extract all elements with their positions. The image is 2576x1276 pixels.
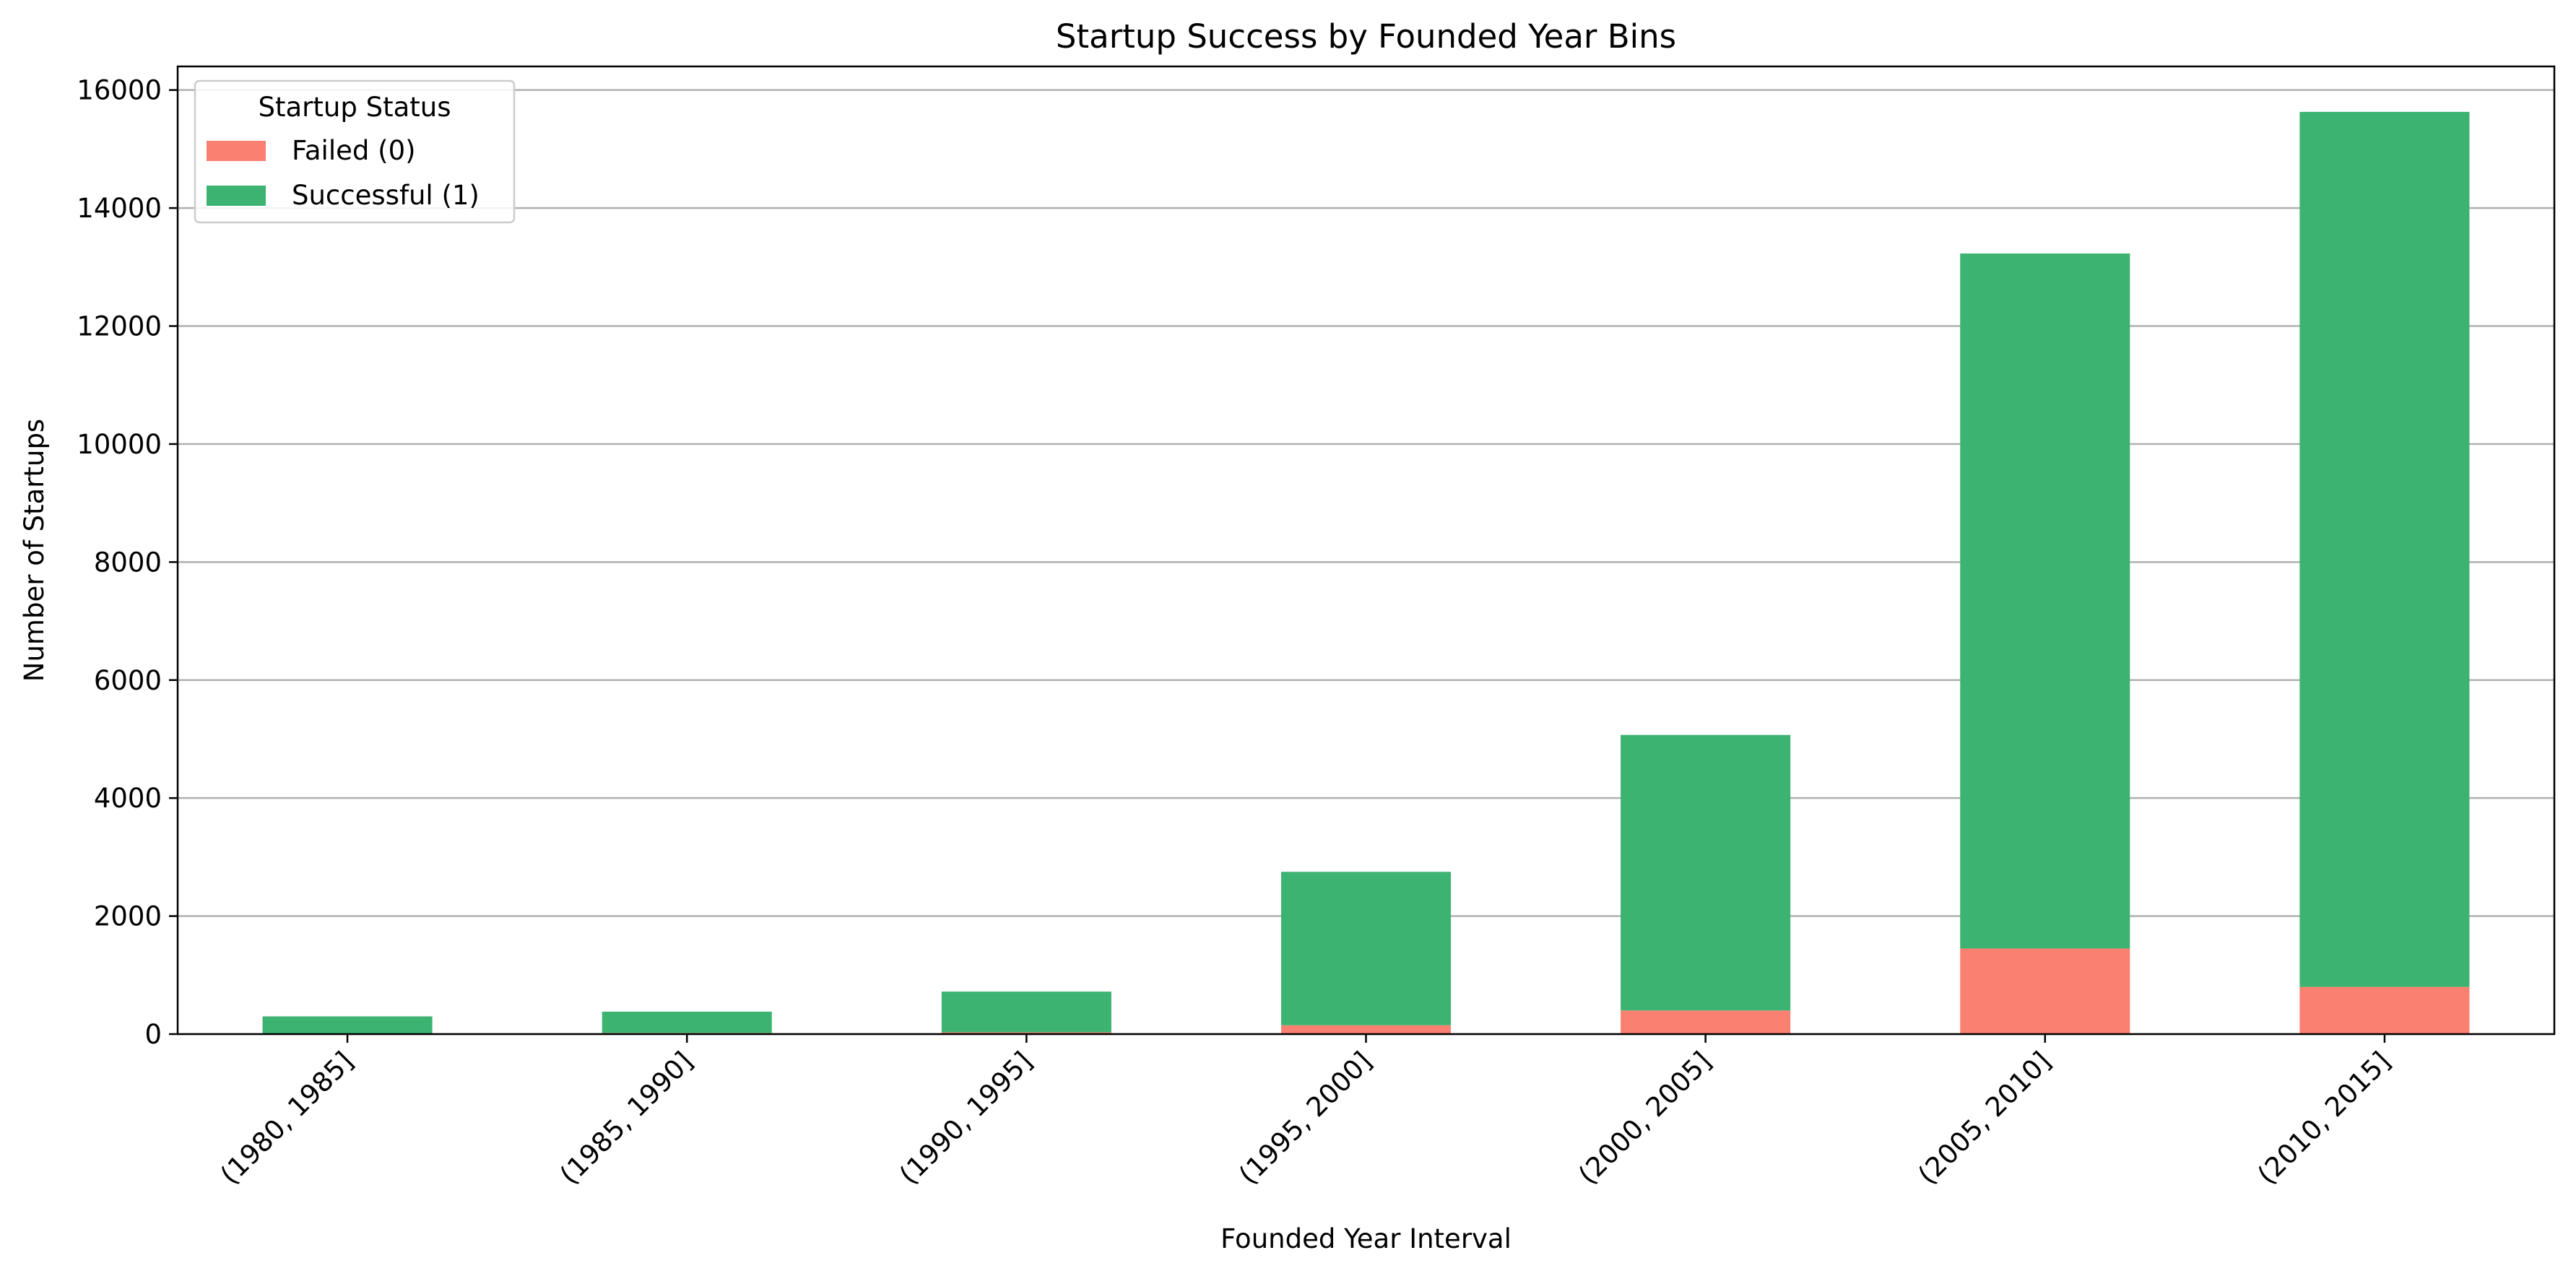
bar-segment-failed: [2299, 986, 2470, 1034]
y-tick-label: 14000: [77, 193, 162, 224]
bar-segment-failed: [1280, 1025, 1452, 1034]
legend-title: Startup Status: [259, 92, 451, 123]
y-tick-label: 4000: [94, 783, 162, 814]
y-axis-ticks: 0 2000 4000 6000 8000 10000 12000 14000 16000: [77, 75, 178, 1050]
bar-segment-successful: [1280, 872, 1452, 1025]
legend-items: Failed (0) Successful (1): [207, 135, 480, 211]
y-tick-label: 0: [144, 1019, 162, 1050]
bar-segment-successful: [2299, 111, 2470, 987]
y-axis-label: Number of Startups: [19, 419, 50, 682]
bars: [262, 111, 2470, 1034]
y-tick-label: 8000: [94, 547, 162, 578]
legend-swatch: [207, 186, 266, 206]
bar-segment-successful: [1621, 734, 1791, 1011]
bar-segment-successful: [262, 1016, 433, 1034]
bar-segment-successful: [1960, 253, 2130, 949]
legend-label: Successful (1): [292, 180, 480, 211]
bar-segment-successful: [602, 1011, 772, 1033]
chart-title: Startup Success by Founded Year Bins: [1056, 17, 1676, 56]
legend: Startup Status Failed (0) Successful (1): [194, 79, 516, 224]
bar-segment-failed: [1621, 1010, 1791, 1034]
y-tick-label: 6000: [94, 665, 162, 696]
y-tick-label: 2000: [94, 901, 162, 932]
legend-swatch: [207, 141, 266, 161]
y-tick-label: 10000: [77, 429, 162, 460]
x-axis-label: Founded Year Interval: [1220, 1223, 1512, 1254]
bar-segment-successful: [941, 991, 1111, 1033]
bar-segment-failed: [1960, 948, 2130, 1034]
legend-label: Failed (0): [292, 135, 416, 166]
y-tick-label: 12000: [77, 311, 162, 342]
y-tick-label: 16000: [77, 75, 162, 106]
legend-box: [194, 79, 516, 224]
